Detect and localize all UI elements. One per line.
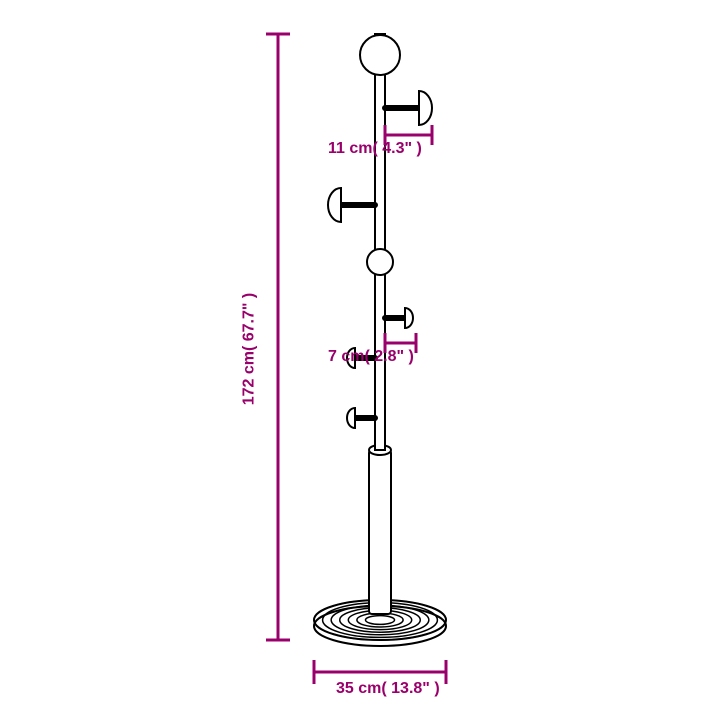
base-width-label: 35 cm( 13.8" ) (336, 680, 440, 698)
small-hook-label: 7 cm( 2.8" ) (328, 348, 414, 366)
diagram-canvas: 172 cm( 67.7" ) 35 cm( 13.8" ) 11 cm( 4.… (0, 0, 724, 724)
height-label: 172 cm( 67.7" ) (240, 293, 258, 406)
big-hook-label: 11 cm( 4.3" ) (328, 140, 422, 158)
